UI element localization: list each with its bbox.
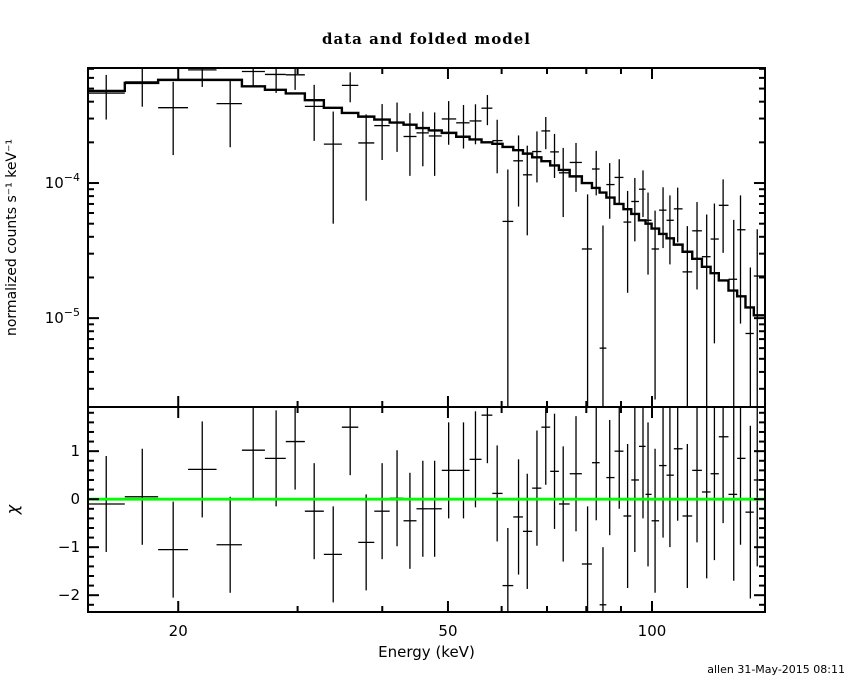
data-error-bars: [88, 68, 765, 407]
model-histogram: [88, 78, 765, 317]
chi-axis-label: χ: [3, 504, 22, 515]
x-tick-label: 50: [438, 622, 457, 640]
timestamp-label: allen 31-May-2015 08:11: [707, 663, 845, 676]
x-axis-label: Energy (keV): [378, 643, 475, 661]
x-tick-label: 100: [638, 622, 667, 640]
residual-error-bars: [88, 407, 765, 612]
y-axis-label: normalized counts s⁻¹ keV⁻¹: [4, 139, 20, 336]
y-tick-label: 10−5: [45, 306, 80, 327]
plot-title: data and folded model: [322, 30, 531, 48]
y-tick-label: 10−4: [45, 171, 80, 192]
x-tick-label: 20: [169, 622, 188, 640]
chi-tick-label: 1: [70, 442, 80, 460]
axis-labels: 10−4 10−5 −2 −1 0 1 20 50 100 Energy (keV) normali…: [3, 139, 666, 661]
chi-tick-label: 0: [70, 490, 80, 508]
chi-tick-label: −1: [58, 538, 80, 556]
chi-tick-label: −2: [58, 586, 80, 604]
axis-ticks: [88, 67, 765, 612]
